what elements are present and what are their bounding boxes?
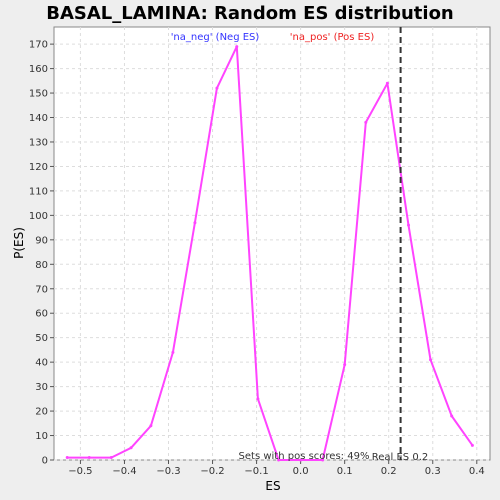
data-point bbox=[129, 446, 133, 450]
data-point bbox=[215, 86, 219, 90]
data-point bbox=[321, 458, 325, 462]
y-tick-label: 160 bbox=[29, 64, 48, 75]
x-tick-label: −0.2 bbox=[200, 466, 224, 477]
y-tick-label: 130 bbox=[29, 137, 48, 148]
data-point bbox=[407, 223, 411, 227]
series-line bbox=[67, 45, 474, 461]
legend-pos-entry: 'na_pos' (Pos ES) bbox=[290, 32, 375, 43]
y-tick-label: 60 bbox=[35, 309, 48, 320]
x-tick-label: 0.0 bbox=[293, 466, 309, 477]
y-tick-label: 10 bbox=[35, 431, 48, 442]
y-tick-label: 170 bbox=[29, 40, 48, 51]
y-tick-label: 120 bbox=[29, 162, 48, 173]
x-tick-label: 0.2 bbox=[381, 466, 397, 477]
real-es-label: Real ES 0.2 bbox=[372, 452, 428, 463]
series-layer bbox=[65, 45, 474, 462]
x-tick-label: 0.4 bbox=[469, 466, 485, 477]
x-tick-label: −0.1 bbox=[244, 466, 268, 477]
grid-lines bbox=[54, 27, 490, 461]
data-point bbox=[343, 363, 347, 367]
legend-neg-entry: 'na_neg' (Neg ES) bbox=[171, 32, 260, 43]
y-tick-label: 70 bbox=[35, 284, 48, 295]
x-tick-label: −0.4 bbox=[112, 466, 136, 477]
y-axis: 0 10 20 30 40 50 60 70 80 90 100 110 120 130 140 150 160… bbox=[29, 40, 54, 467]
x-axis-label: ES bbox=[265, 479, 280, 493]
data-point bbox=[385, 81, 389, 85]
data-point bbox=[235, 45, 239, 49]
data-point bbox=[193, 221, 197, 225]
y-tick-label: 150 bbox=[29, 89, 48, 100]
y-tick-label: 20 bbox=[35, 407, 48, 418]
pos-scores-annotation: Sets with pos scores: 49% bbox=[239, 451, 370, 462]
data-point bbox=[65, 456, 69, 460]
y-tick-label: 0 bbox=[42, 456, 48, 467]
y-tick-label: 80 bbox=[35, 260, 48, 271]
y-tick-label: 140 bbox=[29, 113, 48, 124]
y-tick-label: 30 bbox=[35, 382, 48, 393]
x-tick-label: −0.5 bbox=[68, 466, 92, 477]
data-point bbox=[470, 443, 474, 447]
data-point bbox=[299, 458, 303, 462]
data-point bbox=[109, 456, 113, 460]
y-axis-label: P(ES) bbox=[12, 227, 26, 259]
x-axis: −0.5 −0.4 −0.3 −0.2 −0.1 0.0 0.1 0.2 0.3 0.4 bbox=[68, 460, 485, 477]
chart-title: BASAL_LAMINA: Random ES distribution bbox=[46, 3, 454, 24]
data-point bbox=[364, 120, 368, 124]
data-point bbox=[171, 350, 175, 354]
data-point bbox=[450, 414, 454, 418]
data-point bbox=[149, 424, 153, 428]
y-tick-label: 90 bbox=[35, 235, 48, 246]
x-tick-label: 0.1 bbox=[337, 466, 353, 477]
y-tick-label: 100 bbox=[29, 211, 48, 222]
x-tick-label: −0.3 bbox=[156, 466, 180, 477]
data-point bbox=[87, 456, 91, 460]
plot-area bbox=[53, 26, 491, 461]
y-tick-label: 110 bbox=[29, 186, 48, 197]
y-tick-label: 50 bbox=[35, 333, 48, 344]
y-tick-label: 40 bbox=[35, 358, 48, 369]
data-point bbox=[277, 458, 281, 462]
x-tick-label: 0.3 bbox=[425, 466, 441, 477]
data-point bbox=[256, 397, 260, 401]
data-point bbox=[429, 358, 433, 362]
